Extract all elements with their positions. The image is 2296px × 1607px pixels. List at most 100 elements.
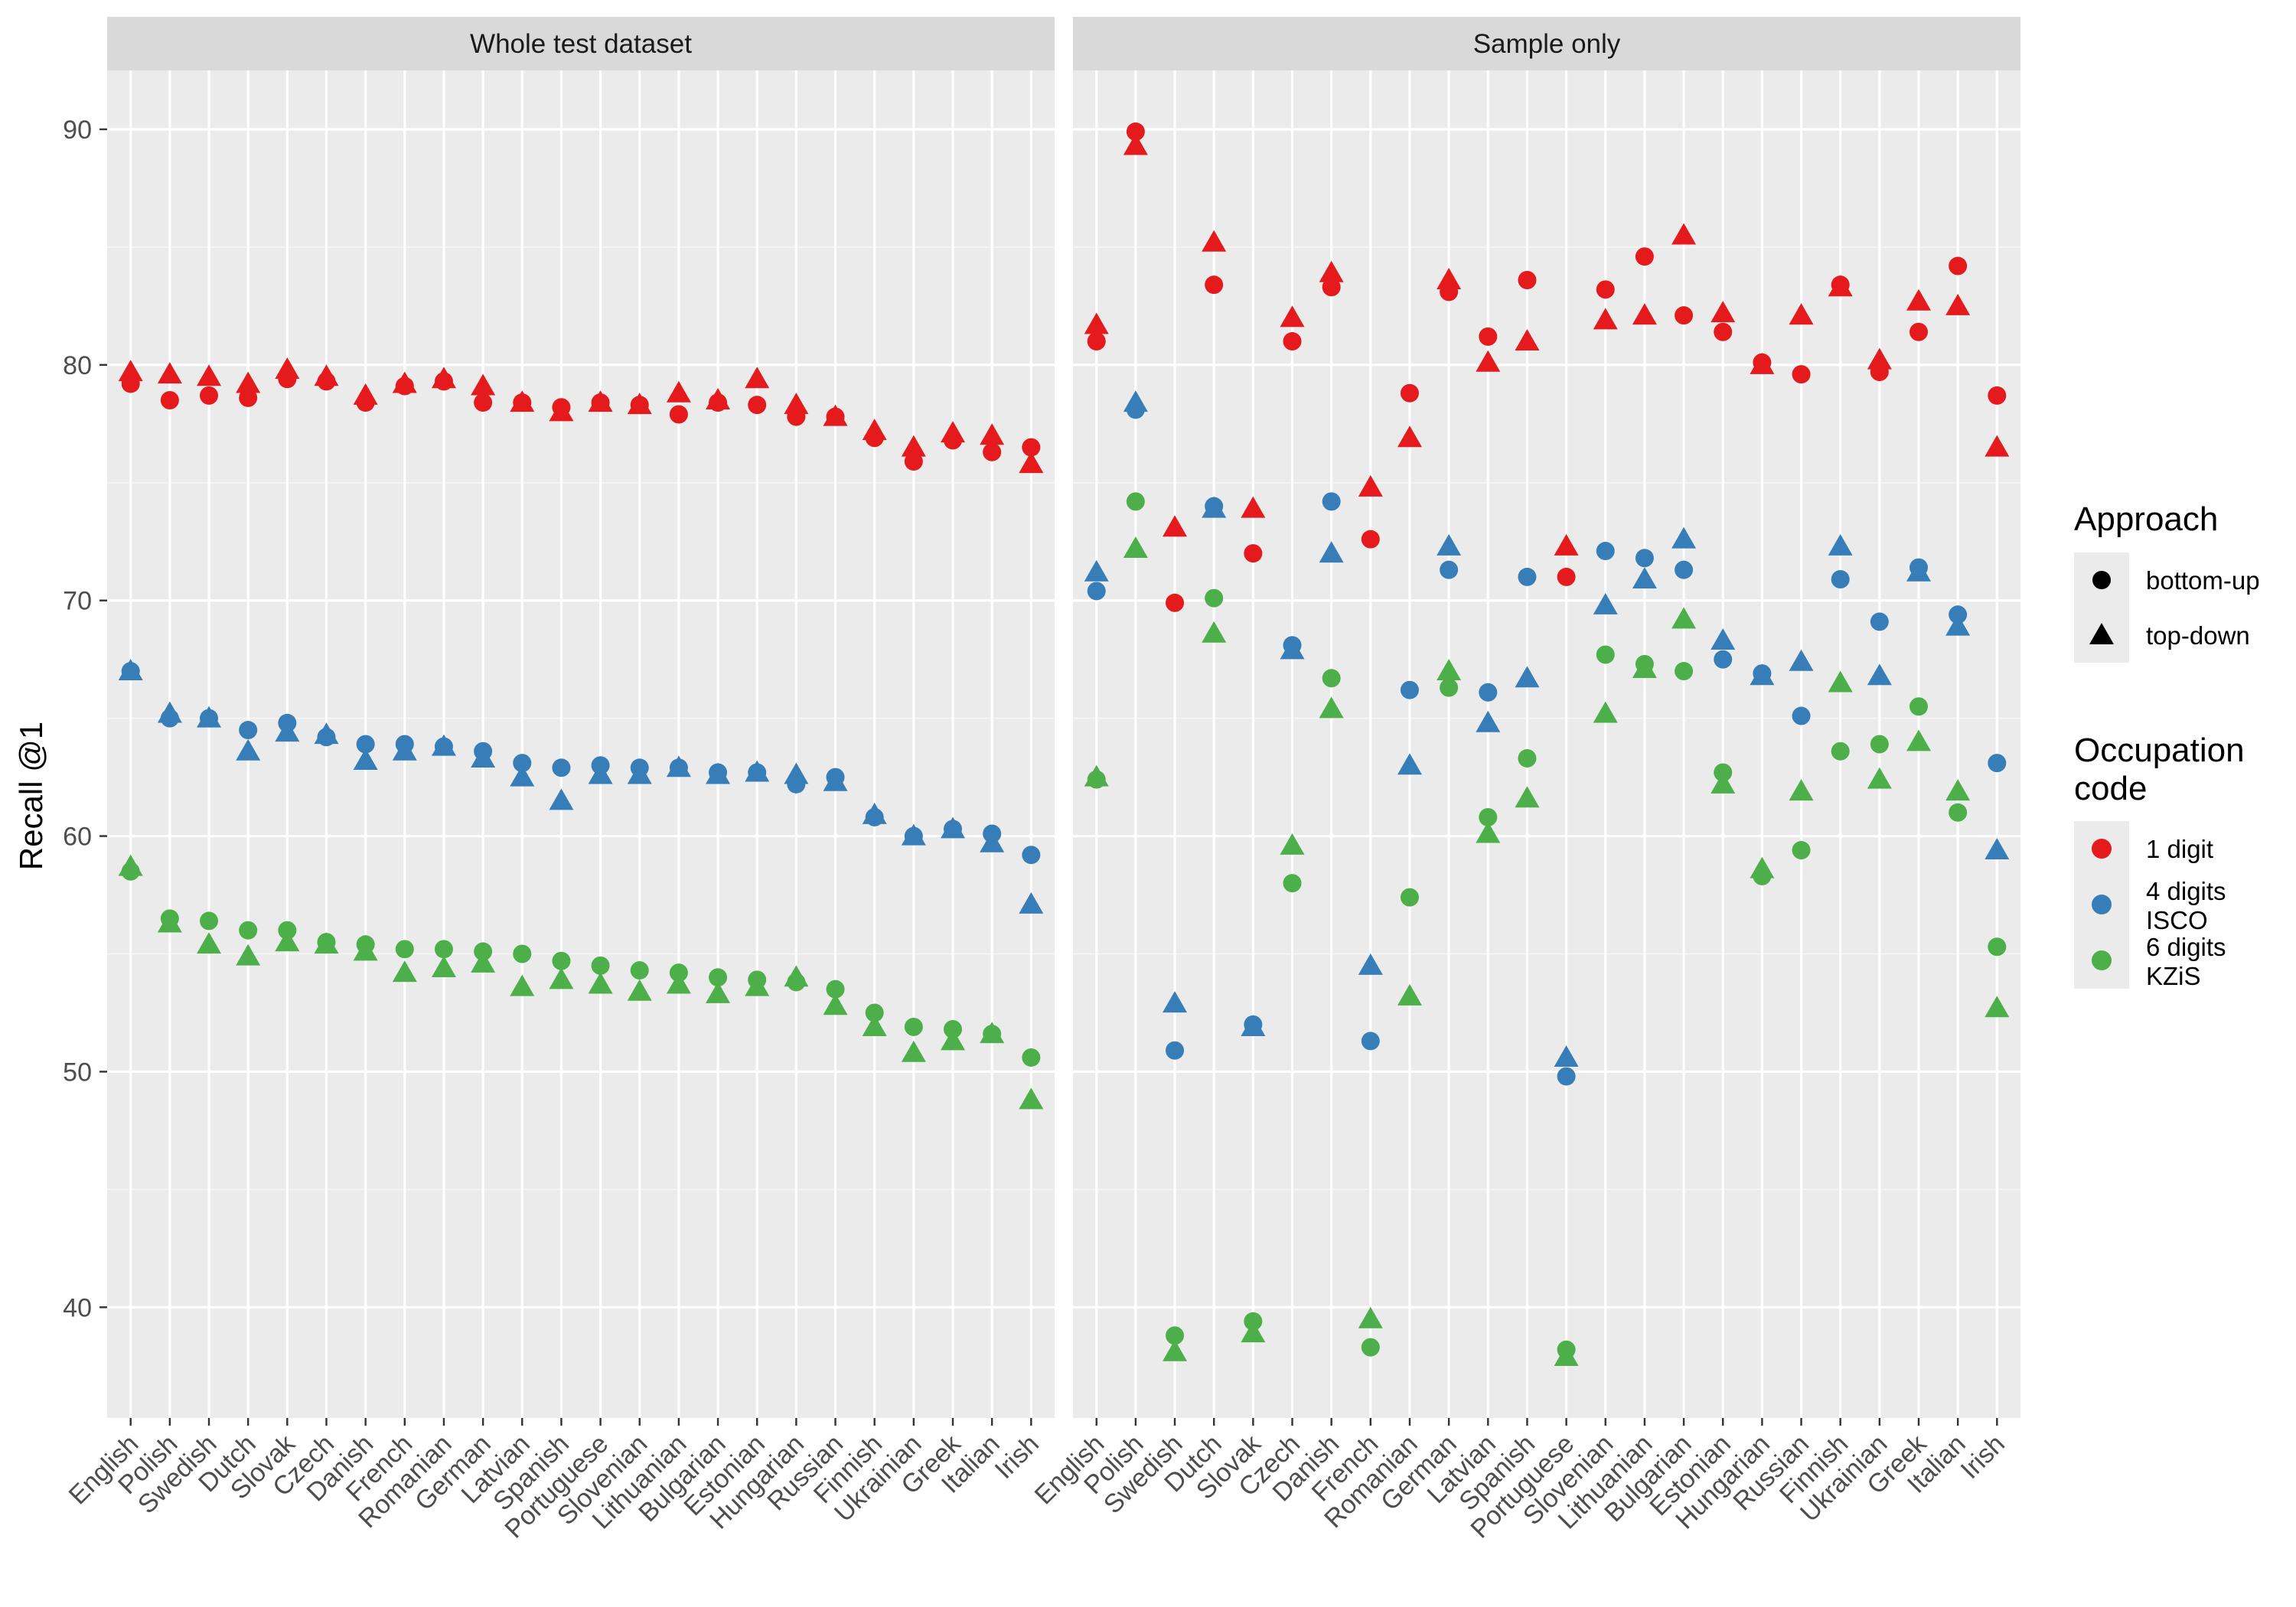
point-top-down xyxy=(1319,260,1344,282)
point-top-down xyxy=(157,701,182,723)
point-top-down xyxy=(666,380,691,403)
legend-occupation-label: ISCO xyxy=(2146,906,2208,934)
point-top-down xyxy=(1123,390,1148,412)
point-top-down xyxy=(666,972,691,994)
point-top-down xyxy=(1828,670,1853,693)
point-top-down xyxy=(157,911,182,933)
point-top-down xyxy=(862,802,887,824)
point-top-down xyxy=(1945,779,1971,801)
point-top-down xyxy=(1906,729,1931,751)
point-bottom-up xyxy=(1949,256,1968,275)
point-top-down xyxy=(431,955,456,977)
point-top-down xyxy=(1084,312,1109,334)
point-bottom-up xyxy=(1714,322,1733,341)
point-top-down xyxy=(471,950,496,973)
point-bottom-up xyxy=(1831,569,1850,588)
point-bottom-up xyxy=(434,940,453,959)
point-top-down xyxy=(549,788,574,810)
point-bottom-up xyxy=(1205,588,1224,608)
point-bottom-up xyxy=(239,921,258,940)
point-top-down xyxy=(745,760,770,782)
x-tick-label: Irish xyxy=(1955,1429,2011,1485)
point-bottom-up xyxy=(1557,567,1576,586)
legend-occupation-title: Occupation xyxy=(2074,732,2245,769)
y-tick-label: 40 xyxy=(63,1293,92,1322)
point-top-down xyxy=(784,762,809,784)
x-tick-label: Irish xyxy=(990,1429,1045,1485)
point-top-down xyxy=(666,755,691,777)
point-top-down xyxy=(1358,953,1383,975)
point-top-down xyxy=(1476,821,1501,843)
point-top-down xyxy=(431,734,456,756)
point-top-down xyxy=(1019,451,1044,474)
point-top-down xyxy=(1476,350,1501,372)
legend-occupation-label: 6 digits xyxy=(2146,933,2226,961)
point-top-down xyxy=(1985,435,2010,457)
point-top-down xyxy=(314,364,339,386)
point-bottom-up xyxy=(474,393,493,412)
point-top-down xyxy=(1554,1045,1579,1067)
point-top-down xyxy=(1906,288,1931,311)
point-top-down xyxy=(1319,696,1344,719)
point-bottom-up xyxy=(1792,841,1811,860)
point-top-down xyxy=(1750,856,1775,878)
point-bottom-up xyxy=(1361,1338,1380,1357)
legend-approach-label: bottom-up xyxy=(2146,566,2260,595)
panel-background xyxy=(107,70,1055,1418)
y-tick-label: 50 xyxy=(63,1058,92,1087)
point-bottom-up xyxy=(1166,593,1185,612)
legend-circle-symbol xyxy=(2092,571,2111,589)
point-top-down xyxy=(1319,541,1344,563)
point-bottom-up xyxy=(1596,645,1615,664)
point-top-down xyxy=(1554,533,1579,556)
point-top-down xyxy=(1397,425,1422,448)
point-top-down xyxy=(157,362,182,384)
point-top-down xyxy=(1945,293,1971,315)
point-bottom-up xyxy=(239,388,258,407)
point-top-down xyxy=(1163,515,1188,537)
marks-layer xyxy=(118,122,2010,1366)
legend-approach-label: top-down xyxy=(2146,621,2250,650)
point-bottom-up xyxy=(1518,271,1537,290)
point-top-down xyxy=(1632,656,1657,678)
point-top-down xyxy=(1906,559,1931,582)
point-top-down xyxy=(1867,347,1892,370)
point-top-down xyxy=(197,932,222,954)
point-top-down xyxy=(353,748,378,771)
point-bottom-up xyxy=(983,442,1002,461)
point-top-down xyxy=(940,1028,965,1051)
point-top-down xyxy=(1515,786,1540,808)
panels-layer: Whole test dataset Sample only xyxy=(107,17,2020,1418)
point-bottom-up xyxy=(1635,247,1654,266)
point-top-down xyxy=(588,972,613,994)
point-top-down xyxy=(980,423,1005,445)
y-axis-title: Recall @1 xyxy=(13,722,49,870)
point-top-down xyxy=(784,393,809,415)
point-bottom-up xyxy=(1831,742,1850,761)
point-bottom-up xyxy=(1166,1326,1185,1345)
panel-background xyxy=(1073,70,2020,1418)
point-bottom-up xyxy=(1909,697,1928,716)
point-bottom-up xyxy=(1361,1032,1380,1051)
point-bottom-up xyxy=(1909,322,1928,341)
point-top-down xyxy=(549,399,574,422)
point-bottom-up xyxy=(1988,386,2007,405)
point-top-down xyxy=(627,393,652,415)
point-top-down xyxy=(275,720,300,742)
point-bottom-up xyxy=(1322,492,1341,511)
point-top-down xyxy=(1945,614,1971,636)
point-bottom-up xyxy=(1870,612,1889,631)
point-top-down xyxy=(1019,1087,1044,1110)
y-tick-label: 90 xyxy=(63,116,92,145)
point-top-down xyxy=(1985,996,2010,1018)
point-top-down xyxy=(1437,268,1462,290)
point-top-down xyxy=(1632,566,1657,588)
point-top-down xyxy=(862,419,887,441)
point-bottom-up xyxy=(1518,567,1537,586)
point-bottom-up xyxy=(200,911,219,931)
point-top-down xyxy=(1750,663,1775,686)
point-top-down xyxy=(745,367,770,389)
point-top-down xyxy=(549,967,574,989)
point-bottom-up xyxy=(1714,650,1733,669)
point-top-down xyxy=(431,367,456,389)
